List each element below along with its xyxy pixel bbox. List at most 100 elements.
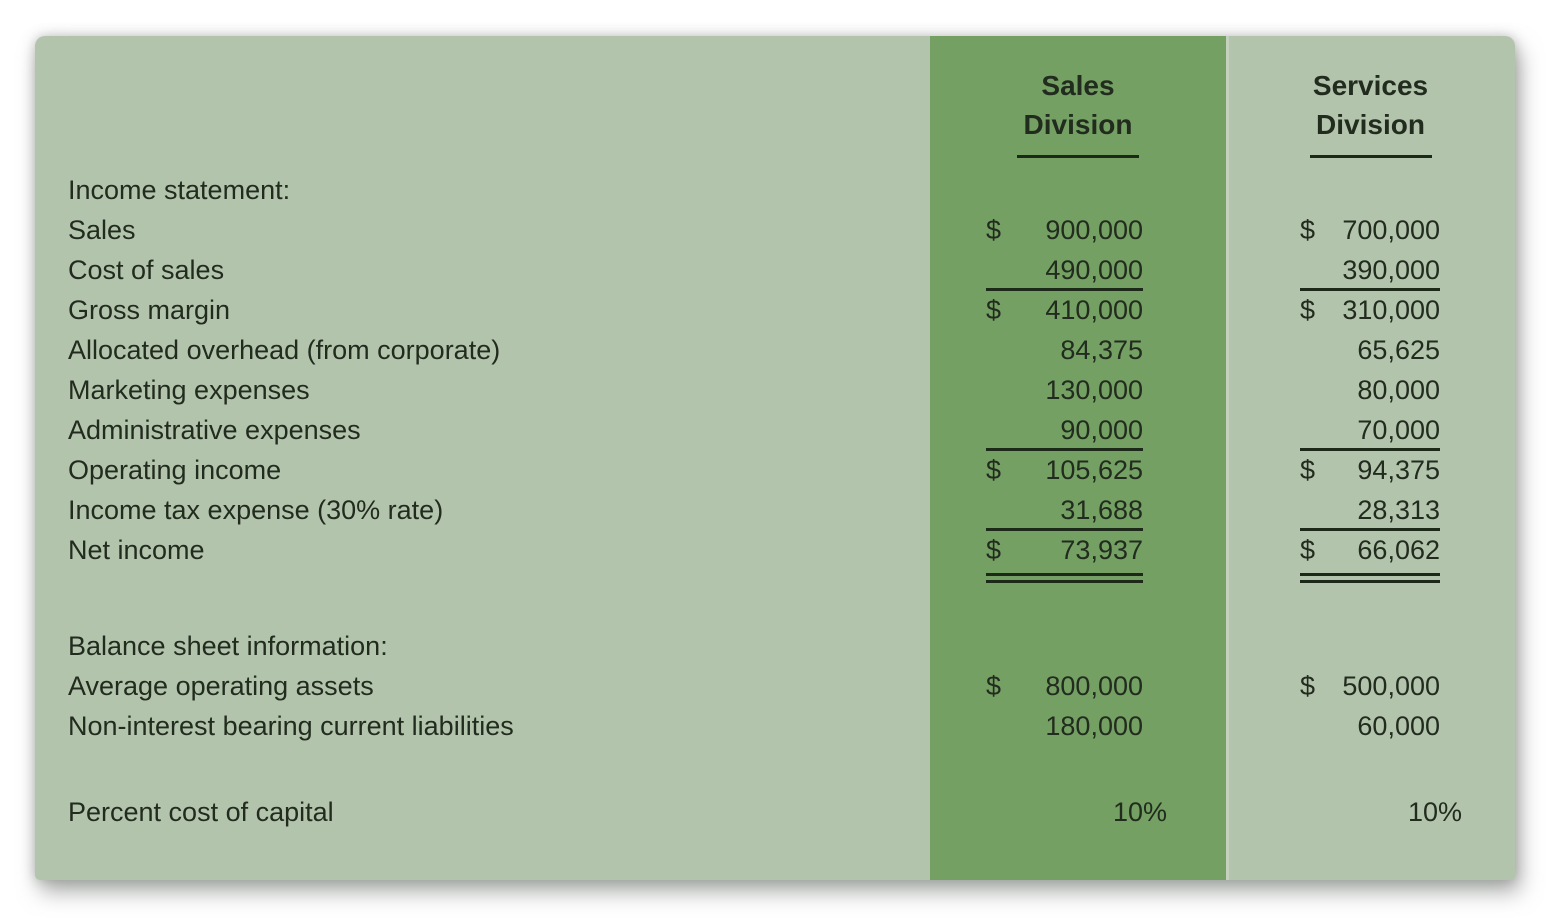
amount-value: 900,000	[1045, 215, 1143, 245]
amount-value: 73,937	[1060, 535, 1143, 565]
services-division-value: $94,375	[1300, 452, 1440, 488]
services-division-value: 70,000	[1300, 412, 1440, 451]
dollar-sign: $	[986, 671, 1002, 701]
dollar-sign: $	[1300, 535, 1316, 565]
amount-value: 130,000	[1045, 375, 1143, 405]
sales-division-value: 31,688	[986, 492, 1143, 531]
row-label: Operating income	[68, 455, 282, 485]
amount-value: 390,000	[1342, 255, 1440, 285]
table-row: Gross margin $410,000 $310,000	[35, 290, 1515, 330]
amount-value: 80,000	[1357, 375, 1440, 405]
sales-division-value: 130,000	[986, 372, 1143, 408]
table-row: Non-interest bearing current liabilities…	[35, 706, 1515, 746]
percent-value: 10%	[1407, 797, 1462, 827]
row-label: Average operating assets	[68, 671, 374, 701]
row-label: Sales	[68, 215, 136, 245]
amount-value: 490,000	[1045, 255, 1143, 285]
sales-division-value: 10%	[986, 794, 1167, 830]
row-label: Allocated overhead (from corporate)	[68, 335, 501, 365]
amount-value: 84,375	[1060, 335, 1143, 365]
table-row: Cost of sales 490,000 390,000	[35, 250, 1515, 291]
section-heading: Income statement:	[68, 175, 291, 205]
column-header-services: Services Division	[1226, 66, 1515, 158]
services-division-value: 390,000	[1300, 252, 1440, 291]
services-division-value: 28,313	[1300, 492, 1440, 531]
column-title-line: Services	[1312, 70, 1429, 101]
amount-value: 31,688	[1060, 495, 1143, 525]
row-label: Administrative expenses	[68, 415, 361, 445]
column-title-line: Division	[1023, 109, 1133, 140]
double-underline	[1300, 573, 1440, 583]
dollar-sign: $	[1300, 215, 1316, 245]
dollar-sign: $	[1300, 295, 1316, 325]
amount-value: 66,062	[1357, 535, 1440, 565]
column-title-line: Sales	[1041, 70, 1115, 101]
section-heading-row: Balance sheet information:	[35, 626, 1515, 666]
dollar-sign: $	[986, 295, 1002, 325]
sales-division-value: 84,375	[986, 332, 1143, 368]
dollar-sign: $	[1300, 455, 1316, 485]
services-division-value: 65,625	[1300, 332, 1440, 368]
table-row: Income tax expense (30% rate) 31,688 28,31…	[35, 490, 1515, 531]
table-row: Operating income $105,625 $94,375	[35, 450, 1515, 490]
section-gap	[35, 746, 1515, 792]
double-underline-row	[35, 570, 1515, 588]
amount-value: 105,625	[1045, 455, 1143, 485]
header-underline	[1309, 155, 1432, 158]
sales-division-value: $900,000	[986, 212, 1143, 248]
amount-value: 94,375	[1357, 455, 1440, 485]
double-underline	[986, 573, 1143, 583]
table-row: Percent cost of capital 10% 10%	[35, 792, 1515, 832]
row-label: Income tax expense (30% rate)	[68, 495, 444, 525]
amount-value: 180,000	[1045, 711, 1143, 741]
financial-statement-panel: Sales Division Services Division Income …	[35, 36, 1515, 880]
row-label: Non-interest bearing current liabilities	[68, 711, 514, 741]
row-label: Marketing expenses	[68, 375, 310, 405]
row-label: Net income	[68, 535, 205, 565]
services-division-value: $500,000	[1300, 668, 1440, 704]
services-division-value: $700,000	[1300, 212, 1440, 248]
statement-rows: Income statement: Sales $900,000 $700,000 Co…	[35, 170, 1515, 832]
section-heading: Balance sheet information:	[68, 631, 388, 661]
services-division-value: 10%	[1300, 794, 1462, 830]
amount-value: 500,000	[1342, 671, 1440, 701]
dollar-sign: $	[986, 535, 1002, 565]
amount-value: 700,000	[1342, 215, 1440, 245]
table-row: Net income $73,937 $66,062	[35, 530, 1515, 570]
header-underline	[1017, 155, 1139, 158]
table-row: Marketing expenses 130,000 80,000	[35, 370, 1515, 410]
row-label: Gross margin	[68, 295, 231, 325]
sales-division-value: $105,625	[986, 452, 1143, 488]
sales-division-value: 490,000	[986, 252, 1143, 291]
amount-value: 70,000	[1357, 415, 1440, 445]
sales-division-value: 90,000	[986, 412, 1143, 451]
dollar-sign: $	[986, 455, 1002, 485]
sales-division-value: $73,937	[986, 532, 1143, 568]
sales-division-highlight-band	[930, 36, 1229, 880]
section-heading-row: Income statement:	[35, 170, 1515, 210]
amount-value: 60,000	[1357, 711, 1440, 741]
column-header-sales: Sales Division	[930, 66, 1226, 158]
row-label: Percent cost of capital	[68, 797, 334, 827]
row-label: Cost of sales	[68, 255, 225, 285]
dollar-sign: $	[986, 215, 1002, 245]
table-row: Allocated overhead (from corporate) 84,37…	[35, 330, 1515, 370]
table-row: Sales $900,000 $700,000	[35, 210, 1515, 250]
services-division-value: $310,000	[1300, 292, 1440, 328]
amount-value: 800,000	[1045, 671, 1143, 701]
sales-division-value: 180,000	[986, 708, 1143, 744]
amount-value: 410,000	[1045, 295, 1143, 325]
amount-value: 90,000	[1060, 415, 1143, 445]
services-division-value: 60,000	[1300, 708, 1440, 744]
amount-value: 310,000	[1342, 295, 1440, 325]
percent-value: 10%	[1112, 797, 1167, 827]
table-row: Administrative expenses 90,000 70,000	[35, 410, 1515, 451]
services-division-value: $66,062	[1300, 532, 1440, 568]
dollar-sign: $	[1300, 671, 1316, 701]
sales-division-value: $800,000	[986, 668, 1143, 704]
column-title-line: Division	[1316, 109, 1425, 140]
sales-division-value: $410,000	[986, 292, 1143, 328]
amount-value: 65,625	[1357, 335, 1440, 365]
services-division-value: 80,000	[1300, 372, 1440, 408]
table-row: Average operating assets $800,000 $500,000	[35, 666, 1515, 706]
